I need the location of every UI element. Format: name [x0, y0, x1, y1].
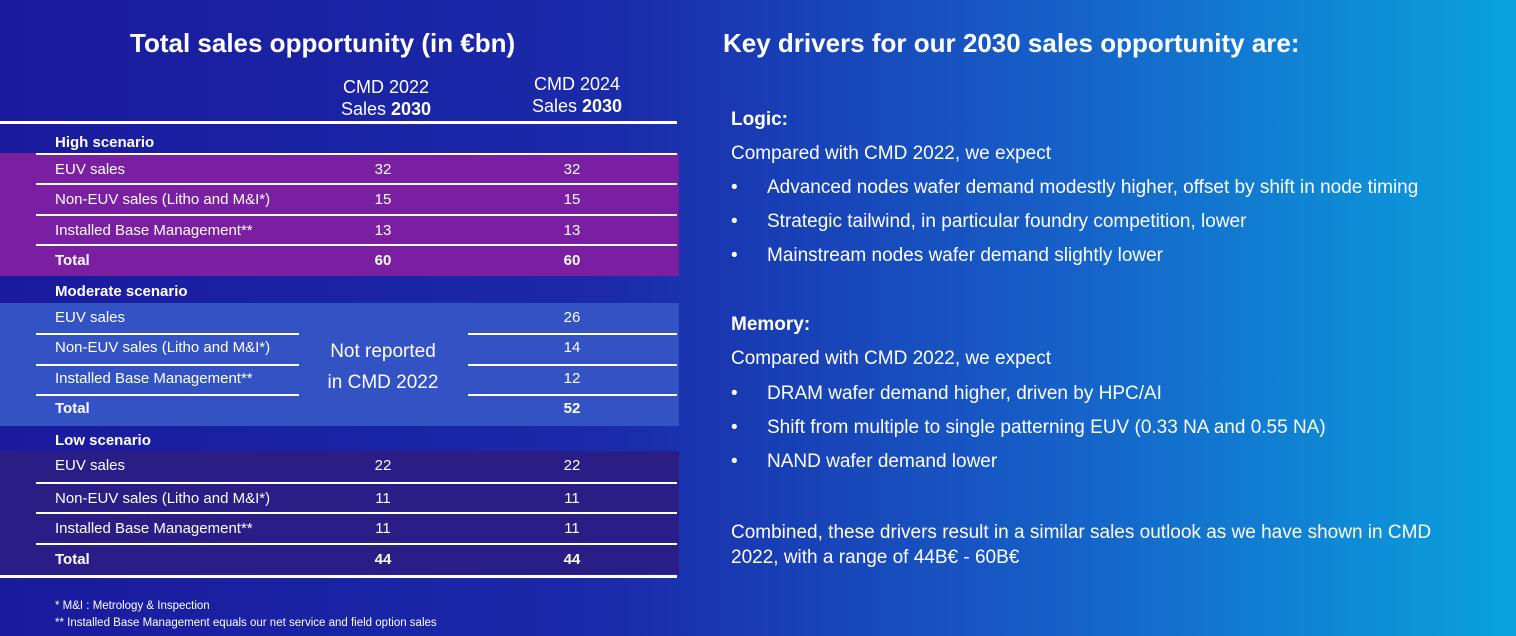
row-divider [468, 333, 677, 335]
memory-heading: Memory: [731, 314, 811, 335]
high-scenario-heading: High scenario [55, 134, 155, 151]
col-header-line1: CMD 2024 [533, 74, 621, 94]
col-header-line1: CMD 2022 [342, 77, 430, 97]
footnote: ** Installed Base Management equals our … [55, 617, 437, 629]
table-title: Total sales opportunity (in €bn) [130, 28, 516, 58]
table-row-total: Total 52 [55, 400, 581, 417]
moderate-scenario-heading: Moderate scenario [55, 283, 188, 300]
table-bottom-divider [0, 575, 677, 578]
table-row-total: Total 60 60 [36, 244, 677, 274]
row-divider [36, 333, 299, 335]
header-divider [0, 121, 677, 124]
table-row: EUV sales 26 [55, 309, 581, 326]
row-divider [468, 394, 677, 396]
table-row-total: Total 44 44 [36, 543, 677, 573]
conclusion-text: Combined, these drivers result in a simi… [731, 522, 1432, 568]
row-divider [468, 364, 677, 366]
low-scenario-heading: Low scenario [55, 432, 151, 449]
row-divider [36, 364, 299, 366]
table-row: Non-EUV sales (Litho and M&I*) 15 15 [36, 183, 677, 213]
logic-heading: Logic: [731, 109, 788, 130]
column-header-cmd2024: CMD 2024 Sales 2030 [497, 73, 657, 117]
col-header-line2: Sales 2030 [340, 99, 432, 119]
table-row: Non-EUV sales (Litho and M&I*) 11 11 [36, 482, 677, 512]
col-header-line2: Sales 2030 [531, 96, 623, 116]
row-divider [36, 394, 299, 396]
drivers-title: Key drivers for our 2030 sales opportuni… [723, 28, 1300, 58]
column-header-cmd2022: CMD 2022 Sales 2030 [306, 76, 466, 120]
table-row: Installed Base Management** 13 13 [36, 214, 677, 244]
logic-intro: Compared with CMD 2022, we expect [731, 143, 1051, 164]
table-row: Installed Base Management** 11 11 [36, 512, 677, 542]
footnote: * M&I : Metrology & Inspection [55, 600, 210, 612]
not-reported-note: Not reported in CMD 2022 [327, 341, 439, 393]
table-row: EUV sales 22 22 [55, 457, 581, 474]
table-row: EUV sales 32 32 [36, 153, 677, 183]
memory-intro: Compared with CMD 2022, we expect [731, 348, 1051, 369]
table-row: Non-EUV sales (Litho and M&I*) 14 [55, 339, 581, 356]
table-row: Installed Base Management** 12 [55, 370, 581, 387]
